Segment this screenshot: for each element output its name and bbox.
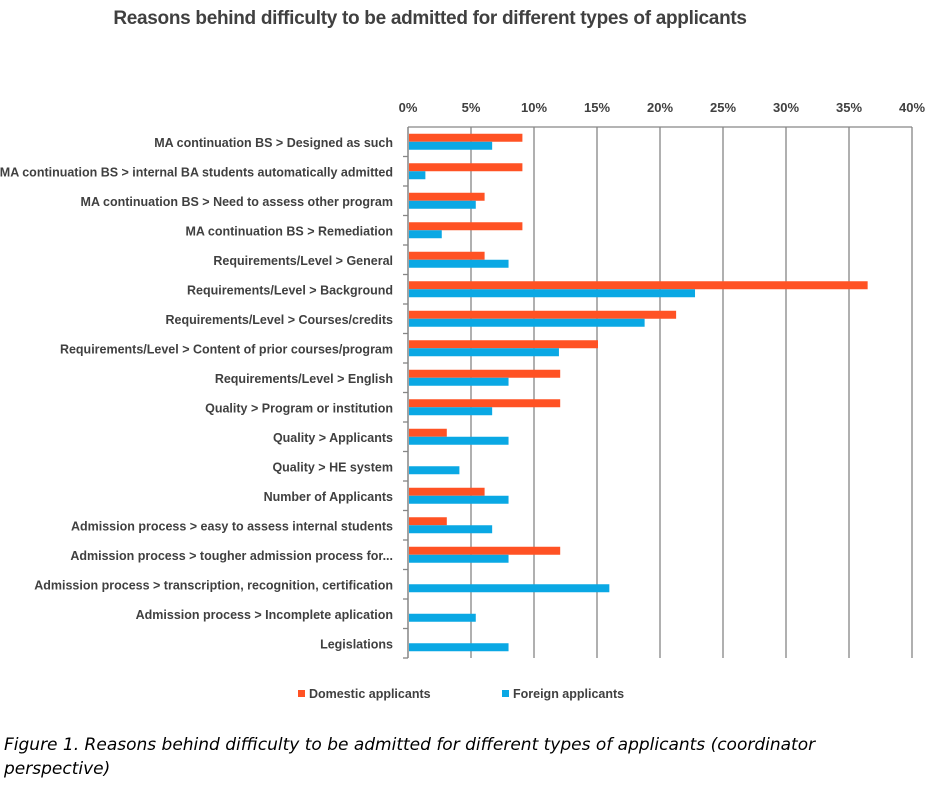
category-label: Requirements/Level > English <box>215 372 393 386</box>
bar-foreign <box>409 554 509 563</box>
legend-label: Foreign applicants <box>513 687 624 701</box>
bar-domestic <box>409 192 485 201</box>
category-label: Requirements/Level > Content of prior co… <box>60 342 393 356</box>
category-label: Quality > HE system <box>272 460 393 474</box>
bar-foreign <box>409 436 509 445</box>
category-label: Number of Applicants <box>264 490 393 504</box>
x-tick-label: 40% <box>899 100 925 115</box>
bar-foreign <box>409 643 509 652</box>
bar-domestic <box>409 517 447 526</box>
category-label: MA continuation BS > Designed as such <box>154 136 393 150</box>
bar-foreign <box>409 259 509 268</box>
category-label: MA continuation BS > Need to assess othe… <box>81 195 393 209</box>
category-label: MA continuation BS > Remediation <box>185 224 393 238</box>
bar-foreign <box>409 318 645 327</box>
bar-foreign <box>409 613 476 622</box>
bar-foreign <box>409 495 509 504</box>
bar-foreign <box>409 525 493 534</box>
x-tick-label: 20% <box>647 100 673 115</box>
x-tick-label: 35% <box>836 100 862 115</box>
legend-label: Domestic applicants <box>309 687 431 701</box>
bar-foreign <box>409 171 426 180</box>
bar-foreign <box>409 584 610 593</box>
category-label: Quality > Program or institution <box>205 401 393 415</box>
x-tick-label: 10% <box>521 100 547 115</box>
bar-foreign <box>409 141 493 150</box>
bar-domestic <box>409 281 868 290</box>
x-tick-label: 15% <box>584 100 610 115</box>
bar-chart: 0% 5% 10% 15% 20% 25% 30% 35% 40% MA continuation… <box>0 100 925 701</box>
bar-foreign <box>409 289 696 298</box>
category-label: Requirements/Level > General <box>213 254 393 268</box>
bar-domestic <box>409 487 485 496</box>
bar-domestic <box>409 340 598 349</box>
bar-foreign <box>409 377 509 386</box>
category-label: Legislations <box>320 637 393 651</box>
bar-domestic <box>409 428 447 437</box>
bar-foreign <box>409 407 493 416</box>
bar-foreign <box>409 466 460 475</box>
bar-domestic <box>409 310 677 319</box>
legend-swatch <box>502 690 509 697</box>
category-label: Admission process > tougher admission pr… <box>70 549 393 563</box>
x-tick-label: 25% <box>710 100 736 115</box>
category-label: Requirements/Level > Background <box>187 283 393 297</box>
bar-domestic <box>409 222 523 231</box>
legend-swatch <box>298 690 305 697</box>
bar-domestic <box>409 163 523 172</box>
x-tick-label: 5% <box>462 100 481 115</box>
bar-domestic <box>409 133 523 142</box>
category-label: Admission process > easy to assess inter… <box>71 519 393 533</box>
category-label: Requirements/Level > Courses/credits <box>165 313 393 327</box>
bar-foreign <box>409 230 442 239</box>
bar-foreign <box>409 348 559 357</box>
bar-foreign <box>409 200 476 209</box>
x-tick-label: 0% <box>399 100 418 115</box>
category-label: Quality > Applicants <box>273 431 393 445</box>
bar-domestic <box>409 251 485 260</box>
bar-domestic <box>409 399 561 408</box>
figure-caption: Figure 1. Reasons behind difficulty to b… <box>4 735 816 779</box>
category-label: Admission process > Incomplete aplicatio… <box>136 608 393 622</box>
category-label: Admission process > transcription, recog… <box>34 578 393 592</box>
chart-title: Reasons behind difficulty to be admitted… <box>113 8 747 29</box>
bar-domestic <box>409 369 561 378</box>
category-label: MA continuation BS > internal BA student… <box>0 165 393 179</box>
x-tick-label: 30% <box>773 100 799 115</box>
bar-domestic <box>409 546 561 555</box>
